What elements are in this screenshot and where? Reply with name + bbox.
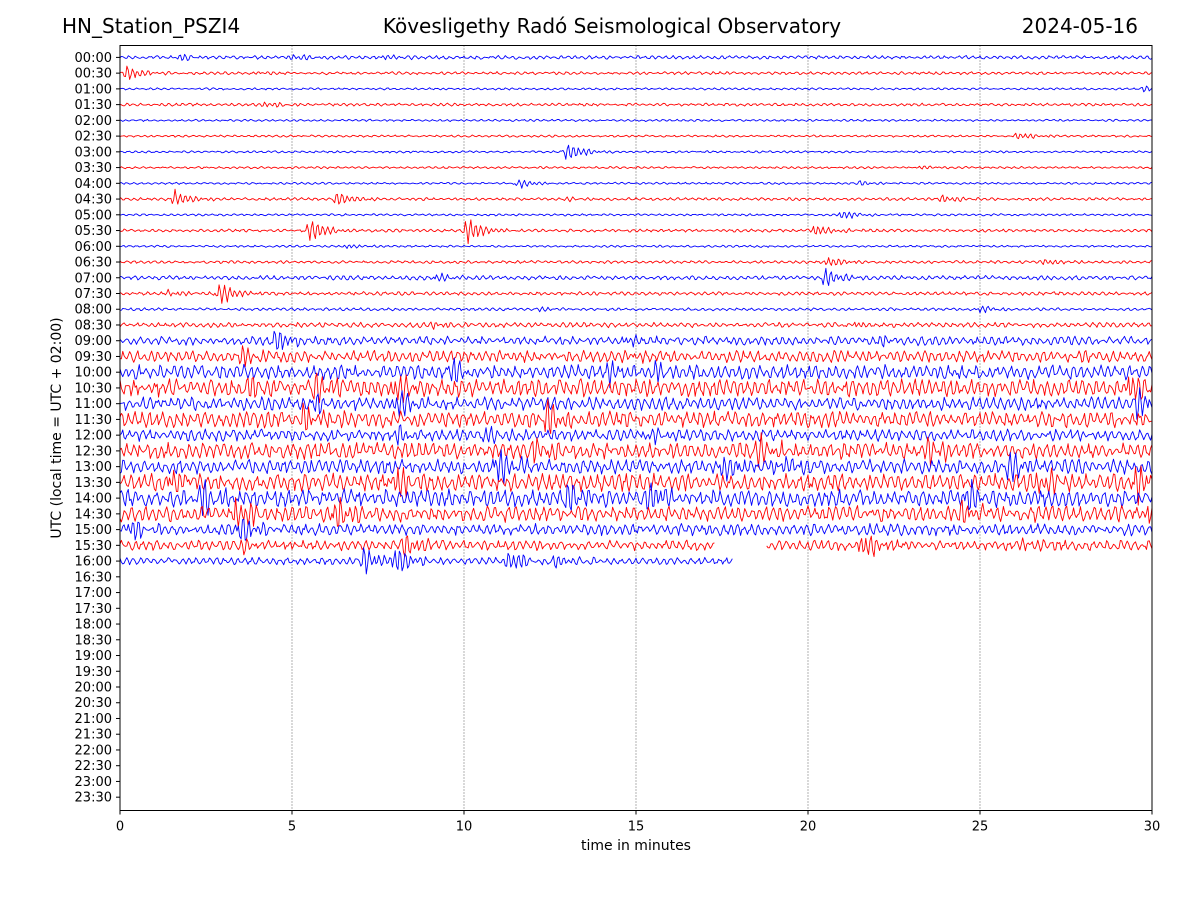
trace-0200-blue [119,118,1153,122]
trace-1030-red [119,372,1153,404]
y-tick-label: 03:00 [75,145,112,160]
y-tick-label: 22:30 [75,759,112,774]
y-tick-label: 20:00 [75,681,112,696]
x-tick-label: 5 [288,820,296,835]
x-tick-label: 0 [116,820,124,835]
y-tick-label: 07:30 [75,287,112,302]
trace-1230-red [119,432,1153,468]
trace-1530-red [119,535,715,558]
y-tick-label: 21:00 [75,712,112,727]
y-tick-label: 00:00 [75,51,112,66]
y-tick-label: 14:30 [75,507,112,522]
chart-title: Kövesligethy Radó Seismological Observat… [382,14,842,38]
trace-1530-red [766,535,1153,558]
y-tick-label: 15:00 [75,523,112,538]
y-tick-label: 14:00 [75,492,112,507]
y-tick-label: 16:00 [75,555,112,570]
x-axis-label: time in minutes [581,838,691,854]
y-tick-label: 02:30 [75,130,112,145]
y-tick-label: 22:00 [75,743,112,758]
trace-0330-red [119,165,1153,170]
x-tick-label: 15 [628,820,645,835]
trace-0100-blue [119,85,1153,93]
trace-0500-blue [119,211,1153,219]
grid-lines [291,45,981,811]
trace-1600-blue [119,547,733,575]
trace-0430-red [119,188,1153,205]
y-tick-label: 09:30 [75,350,112,365]
y-tick-label: 19:00 [75,649,112,664]
x-axis-ticks: 0 5 10 15 20 25 30 [116,810,1161,835]
y-tick-label: 21:30 [75,728,112,743]
y-tick-label: 15:30 [75,539,112,554]
trace-1100-blue [119,387,1153,420]
y-tick-label: 08:30 [75,318,112,333]
station-name: HN_Station_PSZI4 [62,14,241,38]
y-tick-label: 05:00 [75,208,112,223]
trace-1430-red [119,496,1153,528]
trace-0600-blue [120,244,1153,249]
y-tick-label: 13:00 [75,460,112,475]
y-tick-label: 23:00 [75,775,112,790]
y-tick-label: 18:30 [75,633,112,648]
y-tick-label: 06:00 [75,240,112,255]
trace-0900-blue [119,330,1153,351]
trace-0700-blue [119,267,1153,286]
y-tick-label: 16:30 [75,570,112,585]
y-tick-label: 17:30 [75,602,112,617]
trace-1500-blue [119,518,1153,541]
trace-0630-red [119,257,1153,266]
y-tick-label: 19:30 [75,665,112,680]
y-tick-label: 18:00 [75,618,112,633]
y-tick-label: 09:00 [75,334,112,349]
x-tick-label: 30 [1144,820,1161,835]
y-tick-label: 04:30 [75,193,112,208]
y-tick-label: 05:30 [75,224,112,239]
trace-0400-blue [119,179,1153,189]
y-tick-label: 12:00 [75,429,112,444]
y-tick-label: 06:30 [75,256,112,271]
y-tick-label: 23:30 [75,791,112,806]
y-tick-label: 13:30 [75,476,112,491]
y-tick-label: 17:00 [75,586,112,601]
trace-1200-blue [119,424,1153,446]
trace-0530-red [119,219,1153,245]
y-tick-label: 11:00 [75,397,112,412]
x-tick-label: 25 [972,820,989,835]
trace-0300-blue [119,144,1153,160]
y-tick-label: 12:30 [75,444,112,459]
y-tick-label: 11:30 [75,413,112,428]
y-tick-label: 10:00 [75,366,112,381]
y-tick-label: 01:30 [75,98,112,113]
trace-0030-red [119,65,1153,80]
trace-1300-blue [119,449,1153,485]
trace-0830-red [119,321,1153,330]
seismic-traces [119,53,1153,575]
y-tick-label: 00:30 [75,67,112,82]
y-tick-label: 07:00 [75,271,112,286]
y-axis-ticks: 00:0000:3001:0001:3002:0002:3003:0003:30… [75,51,120,806]
x-tick-label: 10 [456,820,473,835]
y-tick-label: 01:00 [75,82,112,97]
trace-1000-blue [119,357,1153,389]
x-tick-label: 20 [800,820,817,835]
chart-date: 2024-05-16 [1021,14,1138,38]
trace-1130-red [119,398,1153,435]
trace-0930-red [119,345,1153,368]
trace-1330-red [119,465,1153,506]
y-axis-label: UTC (local time = UTC + 02:00) [49,317,65,538]
y-tick-label: 03:30 [75,161,112,176]
trace-0730-red [119,284,1153,304]
y-tick-label: 08:00 [75,303,112,318]
y-tick-label: 04:00 [75,177,112,192]
trace-0130-red [119,101,1153,108]
trace-0230-red [119,132,1153,140]
y-tick-label: 20:30 [75,696,112,711]
trace-0800-blue [119,305,1153,314]
trace-1400-blue [119,479,1153,517]
trace-0000-blue [119,53,1153,61]
y-tick-label: 10:30 [75,381,112,396]
y-tick-label: 02:00 [75,114,112,129]
